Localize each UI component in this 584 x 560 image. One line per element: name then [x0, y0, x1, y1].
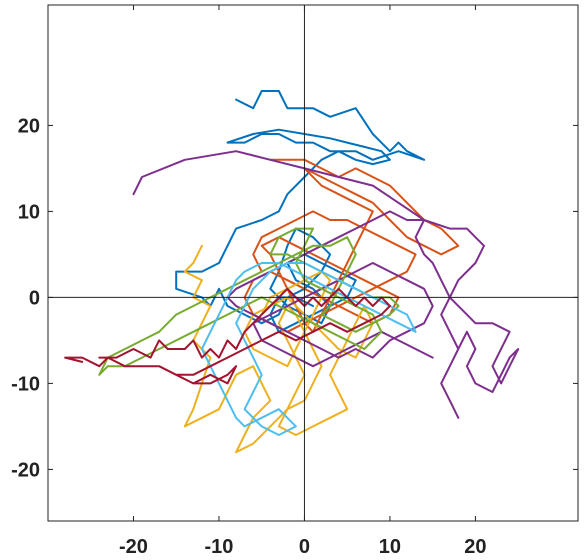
- trajectory-line-7: [64, 287, 391, 385]
- x-tick-label: 0: [299, 536, 310, 558]
- trajectory-line-6: [200, 262, 417, 436]
- x-tick-label: -20: [119, 536, 148, 558]
- y-axis-ticks: -20 -10 0 10 20: [11, 115, 578, 481]
- x-tick-label: 10: [379, 536, 401, 558]
- y-tick-label: -20: [11, 459, 40, 481]
- trajectory-line-4: [132, 150, 520, 419]
- x-tick-label: -10: [205, 536, 234, 558]
- trajectory-line-2: [243, 158, 460, 333]
- y-tick-label: 0: [29, 287, 40, 309]
- x-axis-ticks: -20 -10 0 10 20: [119, 5, 487, 558]
- x-tick-label: 20: [464, 536, 486, 558]
- y-tick-label: 10: [18, 201, 40, 223]
- y-tick-label: -10: [11, 373, 40, 395]
- y-tick-label: 20: [18, 115, 40, 137]
- plot-area-frame: [47, 4, 579, 522]
- trajectory-line-3: [183, 244, 374, 454]
